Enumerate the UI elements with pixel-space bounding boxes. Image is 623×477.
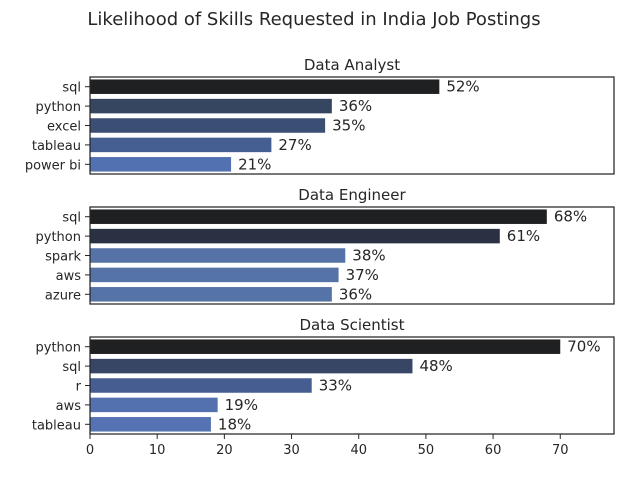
bar-aws xyxy=(90,397,218,413)
bar-sql xyxy=(90,79,440,94)
bar-tableau xyxy=(90,137,272,153)
bar-spark xyxy=(90,248,346,263)
subplot-title: Data Analyst xyxy=(304,56,400,74)
data-label: 68% xyxy=(554,208,587,226)
data-label: 19% xyxy=(225,396,258,414)
data-label: 38% xyxy=(352,247,385,265)
x-tick-label: 0 xyxy=(86,443,94,458)
data-label: 36% xyxy=(339,285,372,303)
y-tick-label: spark xyxy=(45,250,81,265)
y-tick-label: azure xyxy=(45,288,81,303)
bar-sql xyxy=(90,358,413,374)
axes-frame xyxy=(89,336,615,435)
subplot-0: Data Analyst sql 52% python 36% excel 35% table… xyxy=(25,56,615,175)
data-label: 48% xyxy=(419,357,452,375)
bar-sql xyxy=(90,209,547,224)
y-tick-label: r xyxy=(76,380,82,395)
data-label: 18% xyxy=(218,415,251,433)
x-tick-label: 20 xyxy=(216,443,233,458)
x-tick-label: 10 xyxy=(149,443,166,458)
axes-frame xyxy=(89,206,615,305)
data-label: 61% xyxy=(507,227,540,245)
y-tick-label: sql xyxy=(62,360,81,375)
subplot-group: Data Analyst sql 52% python 36% excel 35% table… xyxy=(25,56,615,458)
data-label: 52% xyxy=(446,78,479,96)
bar-python xyxy=(90,228,500,244)
bar-r xyxy=(90,378,312,393)
bar-python xyxy=(90,339,561,354)
y-tick-label: tableau xyxy=(32,418,81,433)
data-label: 21% xyxy=(238,155,271,173)
bar-azure xyxy=(90,287,332,302)
y-tick-label: aws xyxy=(56,269,82,284)
y-tick-label: tableau xyxy=(32,139,81,154)
y-tick-label: sql xyxy=(62,211,81,226)
y-tick-label: power bi xyxy=(25,158,81,173)
y-tick-label: sql xyxy=(62,81,81,96)
subplot-title: Data Engineer xyxy=(298,186,406,204)
bar-excel xyxy=(90,118,326,133)
subplot-1: Data Engineer sql 68% python 61% spark 38% aws 3… xyxy=(36,186,615,305)
data-label: 35% xyxy=(332,117,365,135)
bar-aws xyxy=(90,267,339,283)
y-tick-label: python xyxy=(36,341,81,356)
subplot-2: Data Scientist python 70% sql 48% r 33% aws 19% t… xyxy=(32,316,615,458)
axes-frame xyxy=(89,76,615,175)
y-tick-label: python xyxy=(36,100,81,115)
chart-title: Likelihood of Skills Requested in India … xyxy=(87,9,540,30)
x-tick-label: 60 xyxy=(485,443,502,458)
data-label: 36% xyxy=(339,97,372,115)
data-label: 70% xyxy=(567,338,600,356)
x-tick-label: 50 xyxy=(418,443,435,458)
data-label: 37% xyxy=(346,266,379,284)
bar-power-bi xyxy=(90,157,232,172)
y-tick-label: python xyxy=(36,230,81,245)
y-tick-label: excel xyxy=(47,120,81,135)
y-tick-label: aws xyxy=(56,399,82,414)
x-tick-label: 30 xyxy=(283,443,300,458)
bar-tableau xyxy=(90,417,211,432)
subplot-title: Data Scientist xyxy=(300,316,405,334)
data-label: 33% xyxy=(319,377,352,395)
bar-python xyxy=(90,98,332,114)
data-label: 27% xyxy=(278,136,311,154)
x-tick-label: 70 xyxy=(552,443,569,458)
x-tick-label: 40 xyxy=(350,443,367,458)
